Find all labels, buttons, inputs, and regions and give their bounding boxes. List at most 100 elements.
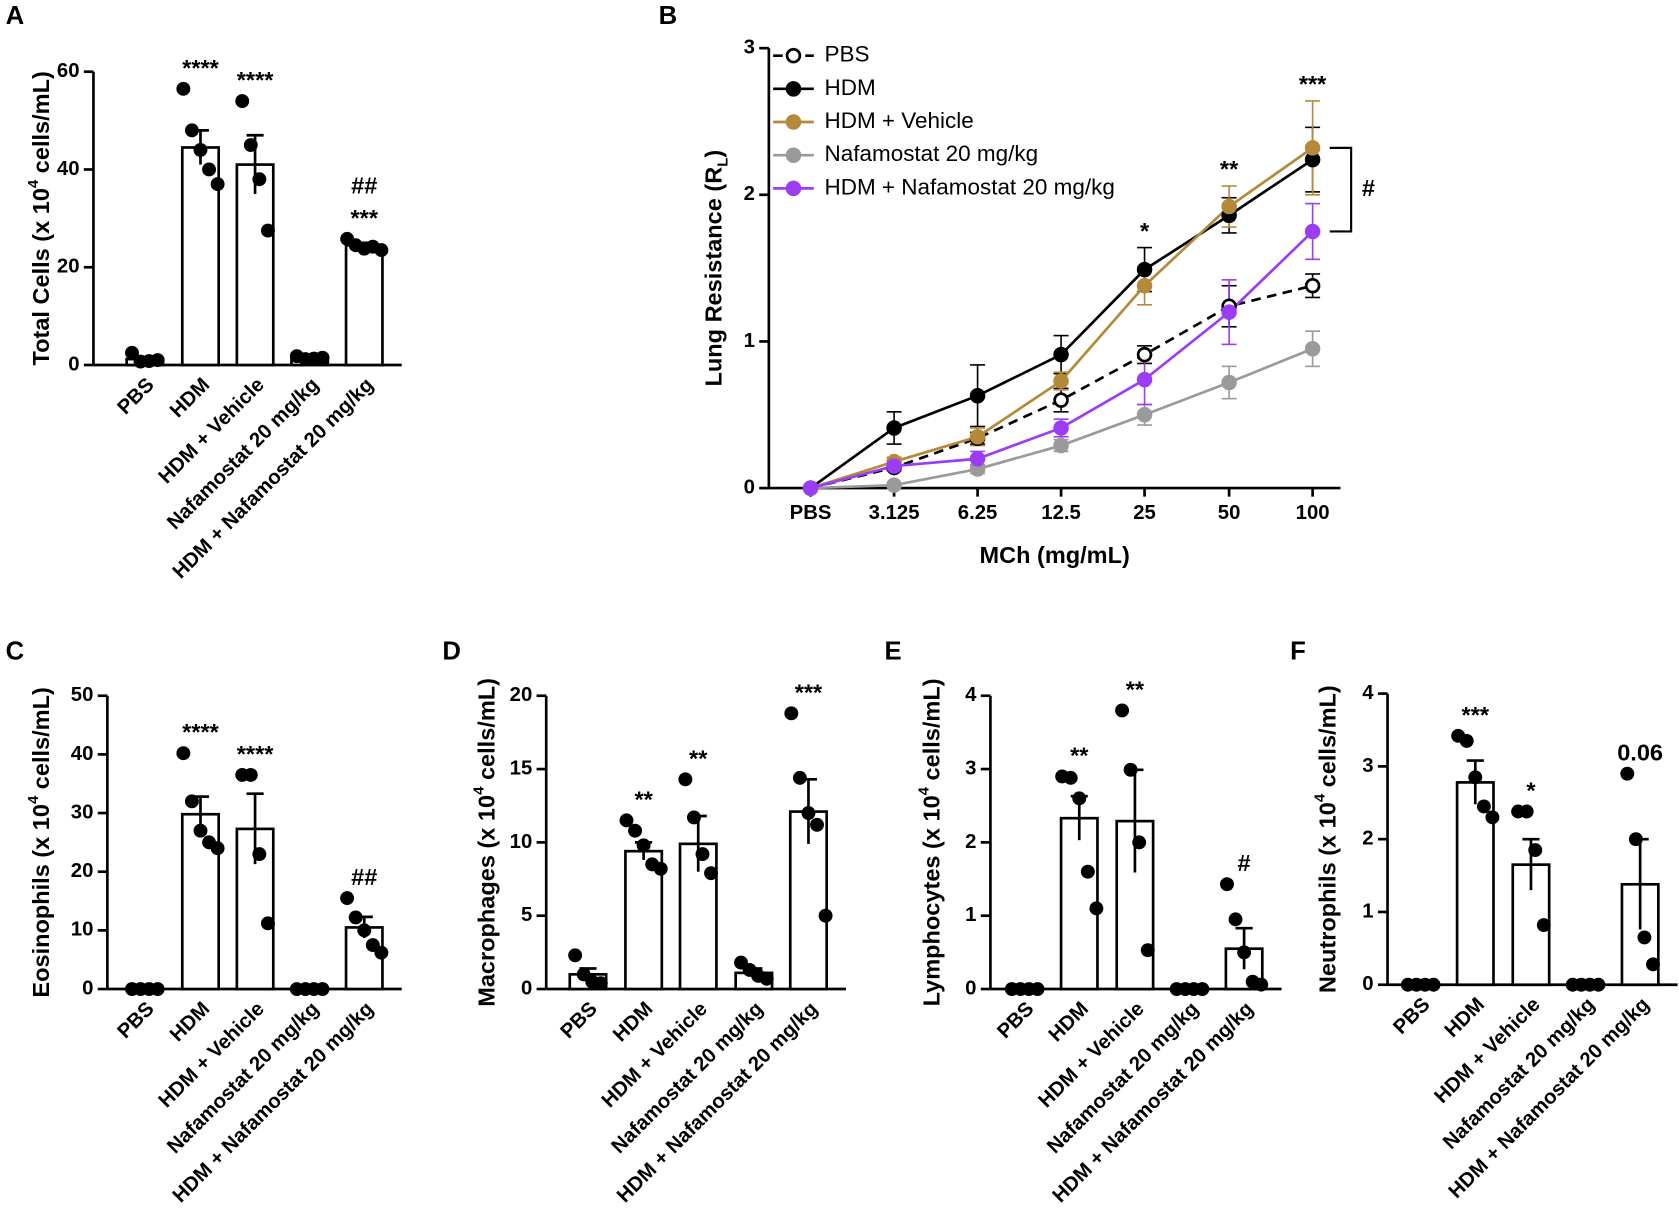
y-tick-label: 20	[510, 684, 533, 706]
data-point	[374, 945, 389, 960]
data-point	[1628, 832, 1643, 847]
legend-label: Nafamostat 20 mg/kg	[825, 141, 1039, 166]
x-tick-label: 3.125	[869, 502, 920, 524]
data-point	[260, 223, 275, 238]
x-tick-label: HDM + Nafamostat 20 mg/kg	[169, 374, 378, 583]
data-point	[374, 243, 389, 258]
data-point	[886, 477, 902, 493]
significance-label: **	[1126, 676, 1145, 702]
data-point	[810, 817, 824, 832]
data-point	[260, 916, 275, 931]
data-point	[315, 350, 330, 365]
panel-label: D	[442, 638, 461, 666]
y-tick-label: 3	[1362, 755, 1373, 777]
significance-label: *	[1140, 218, 1150, 244]
y-tick-label: 3	[965, 757, 976, 779]
y-tick-label: 1	[744, 330, 755, 352]
y-axis-label-end: cells/mL)	[474, 678, 500, 787]
data-point	[628, 823, 643, 838]
panel-label: E	[884, 638, 901, 666]
data-point	[1304, 140, 1321, 156]
x-tick-label: PBS	[790, 502, 832, 524]
x-tick-label: HDM	[166, 998, 214, 1046]
significance-label: ##	[351, 173, 377, 199]
y-axis-label-sup: 4	[26, 179, 43, 188]
data-point	[176, 81, 191, 96]
significance-label: **	[1070, 742, 1089, 768]
y-axis-label: Lung Resistance (RL)	[701, 150, 732, 387]
data-point	[802, 480, 819, 496]
y-tick-label: 0	[82, 977, 93, 999]
y-axis-label-text: Neutrophils (x 10	[1315, 802, 1341, 993]
y-tick-label: 0	[68, 353, 79, 375]
panel-label: A	[6, 2, 25, 30]
data-point	[1136, 277, 1153, 294]
data-point	[792, 770, 807, 785]
x-tick-label: PBS	[113, 998, 158, 1043]
data-point	[1136, 346, 1153, 363]
y-axis-label-text: Lymphocytes (x 10	[919, 795, 945, 1006]
legend-marker	[785, 47, 802, 64]
significance-label: ***	[1299, 71, 1327, 97]
y-tick-label: 4	[1362, 682, 1374, 704]
data-point	[969, 451, 986, 467]
data-point	[243, 767, 258, 782]
data-point	[184, 123, 199, 138]
data-point	[1228, 912, 1243, 927]
significance-label: ****	[237, 741, 274, 767]
data-point	[193, 142, 208, 157]
data-point	[1220, 877, 1234, 892]
data-point	[315, 982, 330, 996]
data-point	[1089, 901, 1104, 916]
data-point	[210, 177, 225, 192]
data-point	[704, 866, 719, 881]
y-tick-label: 3	[744, 37, 755, 59]
y-axis-label-text: Total Cells (x 10	[28, 188, 54, 365]
y-axis-label-end: )	[701, 150, 727, 158]
data-point	[1459, 733, 1474, 748]
data-point	[1620, 766, 1635, 781]
data-point	[969, 387, 986, 404]
data-point	[1115, 703, 1130, 718]
significance-label: ***	[351, 205, 379, 231]
legend-label: HDM + Vehicle	[825, 108, 974, 133]
y-tick-label: 2	[965, 831, 976, 853]
y-tick-label: 0	[521, 977, 532, 999]
bar	[235, 163, 275, 367]
x-tick-label: PBS	[993, 998, 1038, 1043]
y-tick-label: 2	[1362, 828, 1373, 850]
data-point	[1519, 804, 1534, 819]
y-tick-label: 40	[71, 743, 94, 765]
data-point	[1123, 762, 1138, 777]
x-tick-label: PBS	[113, 374, 158, 419]
data-point	[1053, 420, 1069, 436]
y-tick-label: 30	[71, 801, 94, 823]
data-point	[653, 861, 668, 876]
bracket-label: #	[1362, 175, 1375, 201]
significance-label: **	[1220, 156, 1239, 182]
y-tick-label: 2	[744, 183, 755, 205]
x-tick-label: HDM + Nafamostat 20 mg/kg	[613, 998, 822, 1207]
data-point	[759, 971, 774, 986]
data-point	[1304, 223, 1321, 240]
y-axis-label-sub: L	[715, 158, 732, 167]
y-tick-label: 50	[71, 684, 94, 706]
data-point	[1221, 304, 1237, 320]
data-point	[340, 891, 355, 906]
bar	[624, 849, 664, 991]
data-point	[348, 910, 363, 925]
y-tick-label: 5	[521, 904, 532, 926]
y-axis-label: Total Cells (x 104 cells/mL)	[26, 71, 55, 365]
data-point	[886, 420, 902, 436]
y-tick-label: 1	[965, 904, 976, 926]
y-tick-label: 10	[510, 831, 533, 853]
x-tick-label: PBS	[1389, 994, 1434, 1039]
legend-label: HDM	[825, 75, 876, 100]
y-axis-label-end: cells/mL)	[919, 678, 945, 787]
data-point	[1063, 770, 1078, 785]
data-point	[593, 976, 608, 991]
data-point	[1221, 198, 1237, 215]
data-point	[678, 772, 693, 787]
data-point	[818, 908, 833, 923]
